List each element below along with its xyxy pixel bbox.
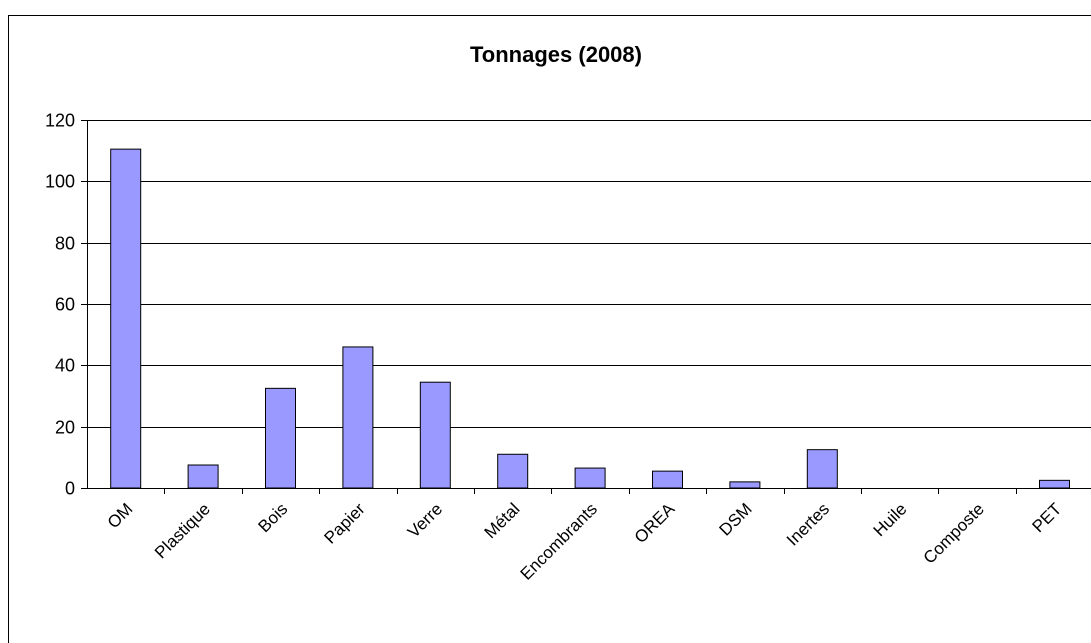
bar-pet <box>1039 479 1070 489</box>
y-tick-label: 100 <box>45 172 75 192</box>
bar-bois <box>265 387 296 489</box>
bar-métal <box>497 453 529 489</box>
y-tick-label: 80 <box>55 234 75 254</box>
bar-inertes <box>806 449 838 489</box>
bar-plastique <box>187 464 219 489</box>
chart-title: Tonnages (2008) <box>470 42 642 67</box>
y-tick-label: 60 <box>55 295 75 315</box>
bar-encombrants <box>574 467 606 489</box>
bar-papier <box>342 346 374 489</box>
gridlines <box>87 120 1091 428</box>
y-tick-label: 120 <box>45 111 75 131</box>
y-tick-label: 40 <box>55 356 75 376</box>
bar-orea <box>652 470 683 489</box>
bar-verre <box>419 381 451 489</box>
y-tick-label: 20 <box>55 418 75 438</box>
bars <box>110 148 1070 489</box>
y-tick-label: 0 <box>65 479 75 499</box>
bar-dsm <box>729 481 761 489</box>
bar-om <box>110 148 142 489</box>
